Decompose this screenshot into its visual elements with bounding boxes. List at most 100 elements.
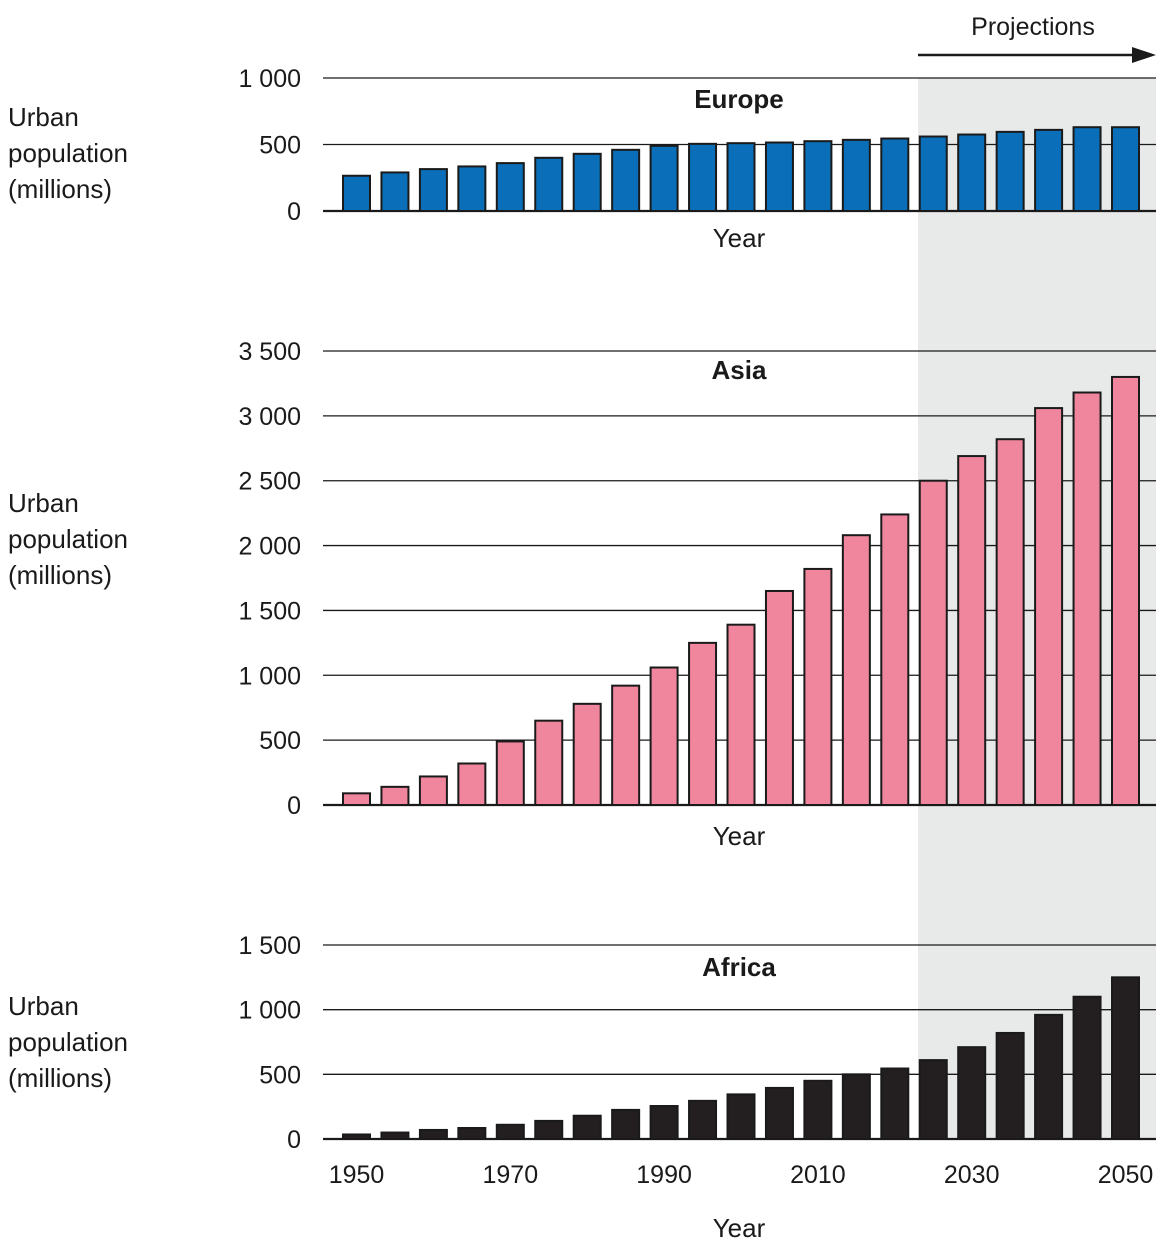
europe-bar-2010 xyxy=(803,140,833,212)
africa-bar-1965 xyxy=(457,1127,487,1141)
europe-bar-2030 xyxy=(957,133,987,212)
asia-bar-2010 xyxy=(803,567,833,806)
europe-y-axis-label: population xyxy=(8,138,128,168)
europe-panel-title: Europe xyxy=(694,84,784,114)
europe-bar-2020 xyxy=(880,137,910,212)
africa-bar-2040 xyxy=(1034,1013,1064,1141)
europe-bar-2040 xyxy=(1034,128,1064,212)
europe-bar-1965 xyxy=(457,165,487,213)
asia-panel-title: Asia xyxy=(712,355,767,385)
africa-bar-2020 xyxy=(880,1067,910,1140)
africa-bar-1990 xyxy=(649,1105,679,1141)
asia-ytick-label: 3 000 xyxy=(238,403,301,431)
asia-bar-1995 xyxy=(688,641,718,806)
asia-bar-1970 xyxy=(495,740,525,807)
africa-xtick-label: 2050 xyxy=(1098,1161,1154,1189)
asia-bar-1985 xyxy=(611,684,641,806)
asia-x-axis-label: Year xyxy=(713,821,766,851)
asia-ytick-label: 0 xyxy=(287,792,301,820)
africa-panel-title: Africa xyxy=(702,952,776,982)
europe-bar-2025 xyxy=(918,135,948,213)
asia-ytick-label: 1 500 xyxy=(238,597,301,625)
asia-bar-2015 xyxy=(841,534,871,806)
asia-ytick-label: 2 500 xyxy=(238,468,301,496)
projections-label: Projections xyxy=(971,13,1095,41)
asia-ytick-label: 3 500 xyxy=(238,338,301,366)
africa-bar-2025 xyxy=(918,1059,948,1141)
africa-xtick-label: 2030 xyxy=(944,1161,1000,1189)
asia-bar-2005 xyxy=(764,589,794,806)
asia-bar-1960 xyxy=(418,775,448,806)
europe-bar-2005 xyxy=(764,141,794,213)
europe-bar-2035 xyxy=(995,130,1025,213)
europe-bar-2000 xyxy=(726,142,756,212)
asia-bar-1955 xyxy=(380,785,410,807)
africa-bar-1950 xyxy=(342,1133,371,1141)
europe-ytick-label: 1 000 xyxy=(238,65,301,93)
africa-bar-1960 xyxy=(418,1128,448,1140)
asia-bar-1990 xyxy=(649,666,679,807)
asia-bar-2040 xyxy=(1034,407,1064,806)
asia-bar-2000 xyxy=(726,623,756,806)
asia-bar-2045 xyxy=(1072,391,1102,806)
africa-ytick-label: 1 000 xyxy=(238,997,301,1025)
europe-ytick-label: 0 xyxy=(287,198,301,226)
africa-bar-1980 xyxy=(572,1114,602,1140)
asia-y-axis-label: population xyxy=(8,524,128,554)
asia-ytick-label: 1 000 xyxy=(238,662,301,690)
africa-bar-1985 xyxy=(611,1108,641,1141)
europe-bar-1950 xyxy=(342,174,371,213)
europe-bar-2015 xyxy=(841,138,871,212)
africa-bar-1970 xyxy=(495,1123,525,1140)
asia-y-axis-label: Urban xyxy=(8,488,79,518)
africa-y-axis-label: (millions) xyxy=(8,1063,112,1093)
asia-bar-1975 xyxy=(534,719,564,807)
asia-ytick-label: 500 xyxy=(259,727,301,755)
africa-ytick-label: 1 500 xyxy=(238,932,301,960)
africa-bar-2050 xyxy=(1111,976,1140,1140)
africa-bar-1955 xyxy=(380,1131,410,1140)
europe-bar-1955 xyxy=(380,171,410,212)
asia-bar-2030 xyxy=(957,455,987,806)
africa-bar-1995 xyxy=(688,1099,718,1141)
asia-bar-1980 xyxy=(572,702,602,807)
europe-bar-1985 xyxy=(611,148,641,213)
africa-bar-2005 xyxy=(764,1086,794,1140)
europe-bar-2045 xyxy=(1072,126,1102,212)
africa-bar-2010 xyxy=(803,1079,833,1141)
africa-bar-2045 xyxy=(1072,995,1102,1140)
africa-xtick-label: 1990 xyxy=(636,1161,692,1189)
europe-bar-1975 xyxy=(534,156,564,213)
africa-bar-2015 xyxy=(841,1073,871,1141)
africa-xtick-label: 1970 xyxy=(482,1161,538,1189)
europe-y-axis-label: Urban xyxy=(8,102,79,132)
europe-y-axis-label: (millions) xyxy=(8,174,112,204)
europe-bar-1980 xyxy=(572,152,602,212)
asia-bar-2035 xyxy=(995,438,1025,806)
asia-bar-1950 xyxy=(342,792,371,807)
africa-y-axis-label: Urban xyxy=(8,991,79,1021)
asia-bar-2025 xyxy=(918,479,948,806)
europe-ytick-label: 500 xyxy=(259,132,301,160)
asia-ytick-label: 2 000 xyxy=(238,533,301,561)
africa-y-axis-label: population xyxy=(8,1027,128,1057)
europe-bar-1990 xyxy=(649,144,679,212)
africa-x-axis-label: Year xyxy=(713,1213,766,1243)
africa-xtick-label: 1950 xyxy=(329,1161,385,1189)
asia-bar-1965 xyxy=(457,762,487,807)
africa-bar-2035 xyxy=(995,1031,1025,1140)
europe-bar-1995 xyxy=(688,142,718,213)
projections-arrow-head xyxy=(1132,47,1156,63)
africa-xtick-label: 2010 xyxy=(790,1161,846,1189)
europe-bar-1960 xyxy=(418,168,448,212)
africa-bar-2000 xyxy=(726,1093,756,1141)
asia-bar-2020 xyxy=(880,513,910,806)
africa-ytick-label: 0 xyxy=(287,1126,301,1154)
asia-y-axis-label: (millions) xyxy=(8,560,112,590)
africa-bar-1975 xyxy=(534,1119,564,1140)
asia-bar-2050 xyxy=(1111,375,1140,806)
africa-ytick-label: 500 xyxy=(259,1061,301,1089)
europe-bar-2050 xyxy=(1111,126,1140,212)
africa-bar-2030 xyxy=(957,1046,987,1141)
